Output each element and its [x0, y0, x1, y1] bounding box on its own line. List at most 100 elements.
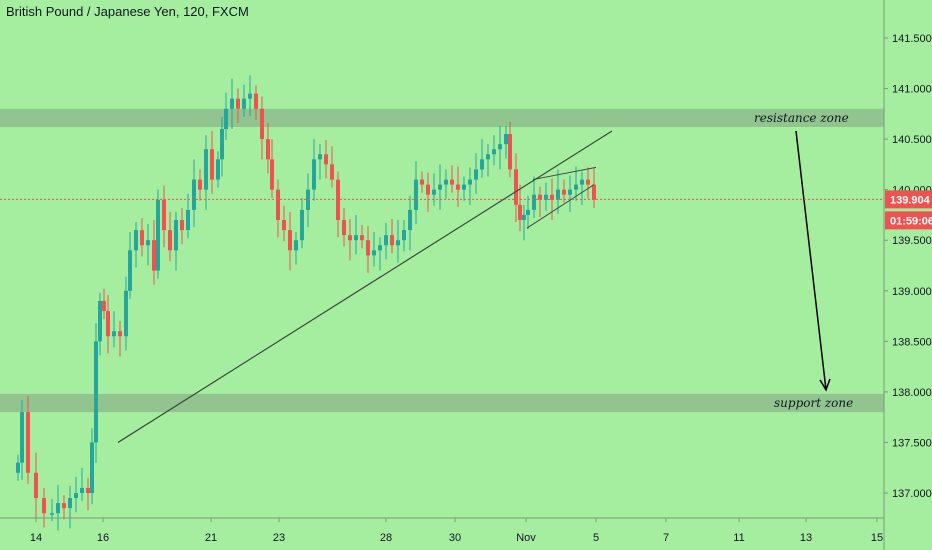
candle-body: [198, 179, 202, 190]
price-axis: 141.500141.000140.500140.000139.500139.0…: [884, 33, 932, 500]
candle-body: [408, 209, 412, 231]
candle-body: [348, 235, 352, 241]
candle-body: [432, 189, 436, 195]
time-tick-label: 16: [97, 532, 109, 544]
last-price-label: 139.904: [890, 194, 931, 206]
candle-body: [438, 184, 442, 190]
candle-body: [26, 412, 30, 473]
candle-body: [260, 108, 264, 140]
candle-body: [140, 230, 144, 246]
time-tick-label: 5: [593, 532, 599, 544]
candle-body: [230, 98, 234, 109]
candle-body: [16, 462, 20, 473]
candle-body: [474, 169, 478, 180]
candle-body: [68, 498, 72, 509]
time-tick-label: 7: [663, 532, 669, 544]
candle-body: [276, 189, 280, 220]
candle-body: [574, 184, 578, 190]
time-tick-label: Nov: [516, 532, 536, 544]
candle-body: [134, 230, 138, 251]
candle-body: [192, 179, 196, 210]
candle-body: [180, 220, 184, 231]
candle-body: [156, 199, 160, 271]
wedge-upper-line[interactable]: [532, 166, 597, 181]
candle-body: [34, 472, 38, 499]
candle-body: [556, 189, 560, 200]
candle-body: [456, 184, 460, 190]
candle-body: [50, 513, 54, 515]
candle-body: [312, 159, 316, 190]
wedge-lower-line[interactable]: [526, 184, 595, 229]
candle-body: [550, 194, 554, 200]
zones-layer: [0, 108, 884, 413]
candle-body: [186, 209, 190, 231]
drawings-layer: resistance zone support zone: [0, 111, 884, 443]
price-tick-label: 137.500: [892, 437, 932, 449]
zone-band-1: [0, 393, 884, 413]
candle-body: [254, 93, 258, 109]
candle-body: [248, 93, 252, 99]
price-tick-label: 138.000: [892, 387, 932, 399]
time-tick-label: 11: [733, 532, 744, 544]
time-axis: 14 16 21 23 28 30 Nov 5 7 11 13 15: [30, 518, 883, 544]
candle-body: [580, 179, 584, 185]
zone-band-0: [0, 108, 884, 127]
candle-body: [102, 300, 106, 311]
candle-body: [444, 179, 448, 185]
trendline[interactable]: [117, 130, 613, 443]
candle-body: [220, 129, 224, 160]
candle-body: [508, 134, 512, 170]
candle-body: [128, 250, 132, 291]
candle-body: [210, 149, 214, 180]
price-tick-label: 141.500: [892, 33, 932, 45]
candle-body: [592, 184, 596, 200]
candle-body: [62, 503, 66, 509]
candle-body: [80, 487, 84, 493]
candle-body: [204, 149, 208, 190]
candle-body: [532, 194, 536, 210]
candle-body: [586, 179, 590, 185]
candle-body: [270, 159, 274, 190]
support-zone-label: support zone: [774, 396, 853, 410]
time-tick-label: 15: [871, 532, 883, 544]
candle-body: [224, 108, 228, 129]
candle-body: [318, 154, 322, 160]
candle-body: [300, 209, 304, 241]
candle-body: [152, 240, 156, 271]
candle-body: [414, 179, 418, 210]
candle-body: [242, 98, 246, 109]
candle-body: [20, 412, 24, 463]
candle-body: [402, 230, 406, 241]
candle-body: [74, 493, 78, 499]
candle-body: [378, 245, 382, 251]
candle-body: [538, 194, 542, 200]
candle-body: [124, 290, 128, 337]
price-tick-label: 141.000: [892, 84, 932, 96]
candle-body: [162, 199, 166, 231]
time-tick-label: 21: [205, 532, 217, 544]
forecast-arrow-line[interactable]: [795, 130, 827, 390]
candle-body: [294, 240, 298, 251]
candle-body: [518, 204, 522, 220]
candle-body: [146, 240, 150, 246]
countdown-tag: [885, 211, 932, 230]
candle-body: [420, 179, 424, 185]
candle-body: [330, 164, 334, 180]
candle-body: [396, 240, 400, 246]
candle-body: [568, 189, 572, 195]
candle-body: [174, 220, 178, 251]
candle-body: [562, 189, 566, 195]
candle-body: [266, 139, 270, 160]
candle-body: [522, 214, 526, 220]
candles-layer: [16, 75, 596, 531]
price-tick-label: 140.500: [892, 134, 932, 146]
candle-body: [168, 230, 172, 251]
candle-body: [360, 235, 364, 241]
candle-body: [86, 487, 90, 493]
candle-body: [354, 235, 358, 241]
price-tick-label: 139.500: [892, 235, 932, 247]
candle-body: [106, 311, 110, 337]
candle-body: [492, 149, 496, 155]
